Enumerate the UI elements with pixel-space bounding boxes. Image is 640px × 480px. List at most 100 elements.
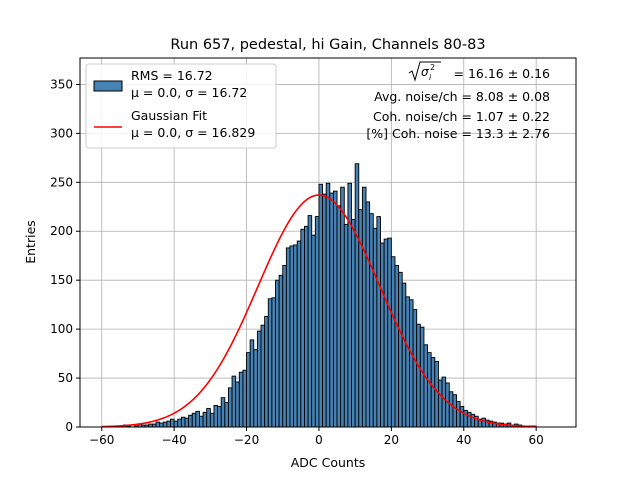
histogram-bar bbox=[419, 326, 425, 428]
y-tick-label: 0 bbox=[65, 420, 73, 434]
y-tick-label: 150 bbox=[50, 273, 73, 287]
y-axis-ticks: 0 50 100 150 200 250 300 350 bbox=[50, 77, 80, 434]
histogram-bar bbox=[199, 415, 204, 428]
histogram-bar bbox=[209, 412, 215, 428]
histogram-bar bbox=[249, 339, 255, 428]
histogram-bar bbox=[285, 247, 291, 428]
histogram-bar bbox=[322, 193, 327, 428]
histogram-bar bbox=[383, 238, 389, 428]
x-tick-label: 20 bbox=[384, 433, 399, 447]
histogram-bar bbox=[206, 407, 211, 428]
histogram-bar bbox=[238, 371, 244, 428]
histogram-bar bbox=[390, 256, 396, 428]
histogram-bar bbox=[459, 405, 465, 428]
histogram-bar bbox=[289, 245, 295, 428]
histogram-bar bbox=[177, 418, 182, 428]
histogram-bar bbox=[448, 391, 454, 428]
histogram-bar bbox=[329, 192, 334, 428]
histogram-bar bbox=[398, 271, 403, 428]
histogram-bar bbox=[332, 190, 338, 428]
histogram-bar bbox=[246, 352, 251, 428]
histogram-bar bbox=[409, 299, 414, 428]
histogram-bar bbox=[227, 387, 233, 428]
histogram-bar bbox=[351, 219, 356, 428]
y-axis-label: Entries bbox=[23, 220, 38, 264]
histogram-bar bbox=[423, 344, 429, 428]
x-axis-ticks: −60 −40 −20 0 20 40 60 bbox=[89, 427, 544, 447]
histogram-bar bbox=[369, 213, 374, 428]
sigma-i-value: = 16.16 ± 0.16 bbox=[454, 66, 551, 81]
histogram-bar bbox=[311, 234, 316, 428]
histogram-bar bbox=[220, 397, 226, 428]
histogram-bar bbox=[445, 382, 450, 428]
gaussian-fit-curve bbox=[101, 194, 537, 428]
histogram-bar bbox=[191, 412, 197, 428]
x-tick-label: −20 bbox=[234, 433, 259, 447]
histogram-bar bbox=[155, 421, 161, 428]
histogram-bar bbox=[267, 298, 273, 428]
histogram-bar bbox=[340, 186, 345, 428]
x-tick-label: 0 bbox=[315, 433, 323, 447]
histogram-bar bbox=[271, 297, 276, 428]
histogram-bar bbox=[293, 244, 298, 428]
y-tick-label: 350 bbox=[50, 77, 73, 91]
histogram-bar bbox=[173, 420, 179, 428]
histogram-bar bbox=[256, 330, 262, 428]
y-tick-label: 300 bbox=[50, 126, 73, 140]
histogram-bar bbox=[456, 401, 461, 428]
histogram-bar bbox=[213, 405, 219, 428]
histogram-bar bbox=[412, 309, 418, 428]
histogram-bar bbox=[202, 411, 208, 428]
legend-fit-stats: μ = 0.0, σ = 16.829 bbox=[131, 125, 255, 140]
histogram-bar bbox=[304, 225, 309, 428]
coh-noise-annotation: Coh. noise/ch = 1.07 ± 0.22 bbox=[373, 109, 550, 124]
histogram-bar bbox=[401, 282, 407, 428]
histogram-bar bbox=[195, 410, 200, 428]
x-tick-label: 40 bbox=[456, 433, 471, 447]
sigma-superscript: 2 bbox=[430, 63, 435, 72]
legend-histogram-stats: μ = 0.0, σ = 16.72 bbox=[131, 85, 247, 100]
histogram-bar bbox=[427, 352, 432, 428]
sigma-subscript: i bbox=[429, 73, 432, 82]
histogram-bar bbox=[481, 417, 486, 428]
histogram-bar bbox=[394, 265, 400, 428]
histogram-bar bbox=[264, 315, 269, 428]
histogram-bar bbox=[441, 376, 447, 428]
histogram-bar bbox=[162, 421, 168, 428]
plot-frame bbox=[79, 57, 577, 428]
histogram-bar bbox=[405, 296, 410, 428]
sigma-symbol: σ bbox=[421, 65, 429, 79]
histogram-bar bbox=[170, 418, 175, 428]
chart-title: Run 657, pedestal, hi Gain, Channels 80-… bbox=[170, 37, 485, 53]
histogram-bar bbox=[278, 274, 284, 428]
histogram-bar bbox=[275, 279, 280, 428]
legend: RMS = 16.72 μ = 0.0, σ = 16.72 Gaussian … bbox=[85, 63, 277, 149]
pct-coh-noise-annotation: [%] Coh. noise = 13.3 ± 2.76 bbox=[366, 126, 550, 141]
histogram-bar bbox=[231, 375, 237, 428]
histogram-bar bbox=[365, 201, 371, 428]
sigma-i-formula: σ i 2 bbox=[408, 61, 441, 82]
avg-noise-annotation: Avg. noise/ch = 8.08 ± 0.08 bbox=[374, 89, 550, 104]
y-tick-label: 200 bbox=[50, 224, 73, 238]
histogram-bar bbox=[224, 402, 229, 428]
histogram-bar bbox=[260, 324, 266, 428]
histogram-bar bbox=[282, 265, 287, 428]
histogram-bar bbox=[184, 417, 190, 428]
histogram-bar bbox=[159, 422, 164, 428]
histogram-bar bbox=[318, 183, 324, 428]
histogram-bar bbox=[343, 223, 349, 428]
histogram-bar bbox=[416, 323, 421, 428]
histogram-bar bbox=[180, 416, 186, 428]
legend-histogram-swatch bbox=[93, 80, 123, 92]
histogram-bar bbox=[253, 349, 258, 428]
histogram-bar bbox=[325, 182, 331, 428]
x-tick-label: −60 bbox=[89, 433, 114, 447]
legend-fit-label: Gaussian Fit bbox=[131, 108, 207, 123]
histogram-bar bbox=[300, 228, 305, 428]
histogram-bar bbox=[242, 369, 247, 428]
histogram-bar bbox=[380, 242, 385, 428]
legend-histogram-label: RMS = 16.72 bbox=[131, 68, 213, 83]
histogram-bar bbox=[387, 237, 392, 428]
histogram-bar bbox=[434, 360, 439, 428]
